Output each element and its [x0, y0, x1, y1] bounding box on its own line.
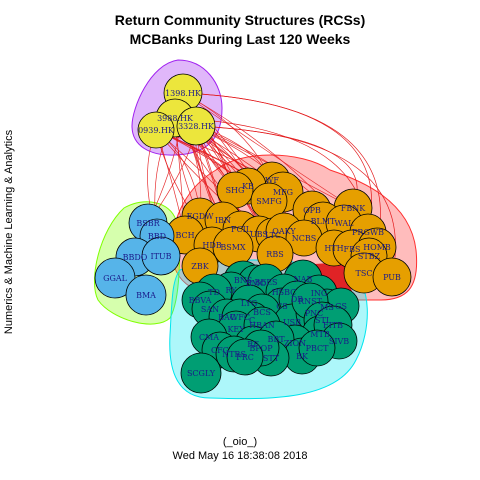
node-label-egdw: EGDW — [187, 212, 215, 221]
node-label-bac: BAC — [218, 313, 236, 322]
node-pub — [372, 257, 412, 297]
node-label-bns: BNS — [234, 276, 252, 285]
node-label-bcs: BCS — [253, 308, 271, 317]
node-label-rbs: RBS — [266, 250, 283, 259]
node-label-bmo: BMO — [246, 279, 267, 288]
node-label-ing: ING — [311, 289, 328, 298]
node-label-stt: STT — [263, 354, 280, 363]
node-label-fbnk: FBNK — [341, 204, 366, 213]
node-label-cs: CS — [276, 302, 288, 311]
node-label-1398-hk: 1398.HK — [165, 89, 202, 98]
node-label-bsmx: BSMX — [220, 243, 246, 252]
node-label-ltc: LTC — [265, 231, 281, 240]
node-label-wal: WAL — [335, 219, 355, 228]
footer-timestamp: Wed May 16 18:38:08 2018 — [172, 450, 308, 462]
node-label-smfg: SMFG — [256, 197, 282, 206]
node-label-3988-hk: 3988.HK — [157, 114, 194, 123]
node-label-kb: KB — [242, 182, 254, 191]
node-label-zion: ZION — [284, 339, 306, 348]
node-label-ggal: GGAL — [103, 274, 128, 283]
node-label-fitb: FITB — [323, 321, 343, 330]
node-label-frc: FRC — [236, 353, 254, 362]
node-label-fcil: FCIL — [231, 225, 252, 234]
node-label-bsbr: BSBR — [136, 219, 160, 228]
node-label-mtb: MTB — [310, 330, 330, 339]
node-label-prgwb: PRGWB — [352, 228, 384, 237]
node-label-bees: BEES — [254, 278, 277, 287]
node-label-bbva: BBVA — [189, 296, 212, 305]
node-label-itub: ITUB — [150, 252, 171, 261]
node-label-stbz: STBZ — [358, 252, 381, 261]
node-label-sivb: SIVB — [329, 337, 349, 346]
edge-6 — [182, 92, 354, 209]
node-label-scgly: SCGLY — [187, 369, 216, 378]
node-label-sti: STI — [315, 316, 329, 325]
node-label-mfg: MFG — [273, 188, 293, 197]
node-label-ubs: UBS — [250, 230, 268, 239]
node-bma — [125, 274, 167, 316]
node-label-cfg: CFG — [211, 346, 229, 355]
node-label-hdb: HDB — [202, 241, 221, 250]
node-label-rf: RF — [247, 340, 259, 349]
node-label-ntrs: NTRS — [222, 350, 246, 359]
node-label-bpop: BPOP — [249, 344, 273, 353]
node-frc — [226, 338, 264, 376]
node-label-pub: PUB — [383, 273, 401, 282]
chart-title-line-2: MCBanks During Last 120 Weeks — [129, 31, 351, 47]
node-label-hban: HBAN — [249, 321, 275, 330]
node-label-tsc: TSC — [356, 269, 373, 278]
node-label-opb: OPB — [303, 206, 321, 215]
node-label-key: KEY — [227, 325, 245, 334]
node-label-gs: GS — [335, 302, 347, 311]
node-label-usb: USB — [283, 318, 301, 327]
node-label-wf: WF — [265, 176, 279, 185]
node-label-td: TD — [208, 288, 220, 297]
node-label-ncbs: NCBS — [292, 234, 316, 243]
node-label-ibn: IBN — [215, 216, 231, 225]
node-label-wfc: WFC — [230, 313, 250, 322]
node-0939-hk — [137, 111, 175, 149]
node-label-bk: BK — [296, 352, 309, 361]
node-label-pbct: PBCT — [306, 344, 330, 353]
node-label-blmt: BLMT — [311, 217, 336, 226]
node-label-ry: RY — [225, 286, 237, 295]
node-label-zbk: ZBK — [191, 262, 209, 271]
node-label-shg: SHG — [226, 186, 245, 195]
node-label-hsbc: HSBC — [272, 288, 297, 297]
chart-title-line-1: Return Community Structures (RCSs) — [114, 12, 366, 28]
node-itub — [141, 236, 181, 276]
node-label-hth: HTH — [324, 244, 343, 253]
node-label-3328-hk: 3328.HK — [178, 122, 215, 131]
node-label-nab: NAB — [294, 275, 313, 284]
node-label-bma: BMA — [136, 291, 156, 300]
node-label-cma: CMA — [199, 333, 219, 342]
node-label-lyg: LYG — [241, 299, 257, 308]
node-label-pnc: PNC — [305, 309, 324, 318]
node-label-san: SAN — [201, 305, 219, 314]
node-label-bbd: BBD — [148, 232, 166, 241]
node-label-oaky: OAKY — [272, 227, 296, 236]
node-label-db: DB — [291, 295, 303, 304]
node-label-c: C — [249, 316, 255, 325]
node-label-bch: BCH — [175, 231, 194, 240]
node-pbct — [298, 329, 336, 367]
node-label-rnst: RNST — [298, 297, 323, 306]
node-scgly — [180, 352, 222, 394]
node-label-ms: MS — [320, 303, 334, 312]
node-label-bbt: BBT — [267, 335, 285, 344]
node-label-homb: HOMB — [363, 243, 391, 252]
node-label-fbs: FBS — [344, 245, 361, 254]
node-label-bbdo: BBDO — [123, 253, 148, 262]
edge-50 — [182, 92, 372, 233]
node-3328-hk — [176, 106, 216, 146]
node-label-0939-hk: 0939.HK — [138, 126, 175, 135]
footer-signature: (_oio_) — [222, 436, 258, 448]
